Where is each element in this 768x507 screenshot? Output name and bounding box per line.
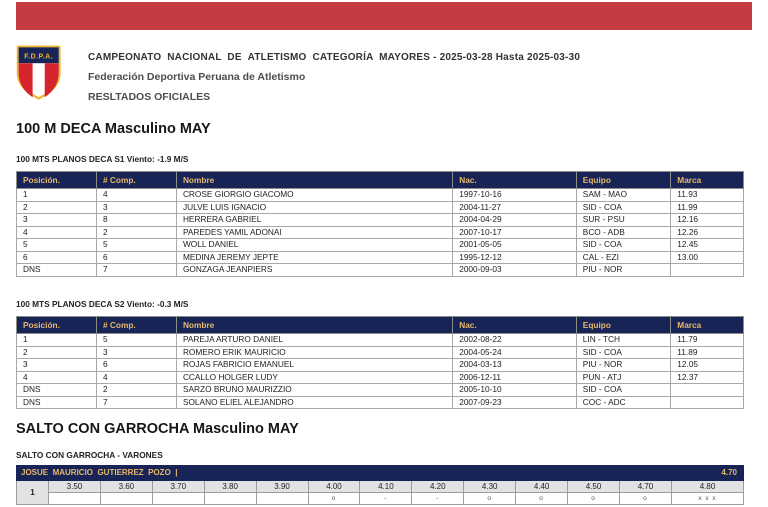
svg-text:F.D.P.A.: F.D.P.A. (24, 54, 53, 61)
